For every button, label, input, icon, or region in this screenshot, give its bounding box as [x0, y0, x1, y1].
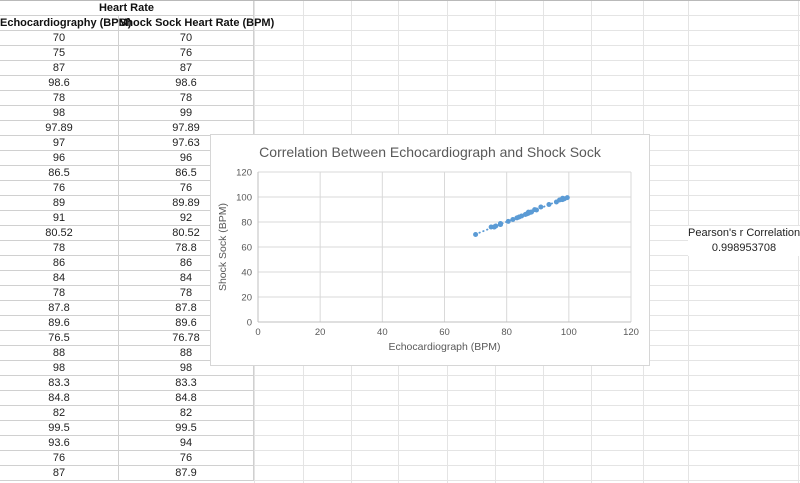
table-cell-echo-value[interactable]: 76	[0, 181, 119, 196]
table-cell-echo-value[interactable]: 76	[0, 451, 119, 466]
chart-x-axis-label: Echocardiograph (BPM)	[388, 341, 501, 353]
table-row: 76 76	[0, 181, 254, 196]
scatter-chart[interactable]: Correlation Between Echocardiograph and …	[210, 134, 650, 366]
table-row: 86 86	[0, 256, 254, 271]
table-row: 97 97.63	[0, 136, 254, 151]
table-cell-sock-value[interactable]: 98	[119, 361, 254, 376]
table-cell-echo-value[interactable]: 82	[0, 406, 119, 421]
table-cell-echo-value[interactable]: 96	[0, 151, 119, 166]
svg-text:120: 120	[623, 327, 639, 338]
table-cell-sock-value[interactable]: 78	[119, 91, 254, 106]
table-cell-echo-value[interactable]: 97.89	[0, 121, 119, 136]
table-row: Echocardiography (BPM) Shock Sock Heart R…	[0, 16, 275, 31]
table-row: 98 98	[0, 361, 254, 376]
table-cell-sock-value[interactable]: 84.8	[119, 391, 254, 406]
table-row: 99.5 99.5	[0, 421, 254, 436]
table-cell-echo-value[interactable]: 86.5	[0, 166, 119, 181]
table-cell-sock-value[interactable]: 97.89	[119, 121, 254, 136]
table-cell-echo-value[interactable]: 83.3	[0, 376, 119, 391]
table-cell-echo-value[interactable]: 98	[0, 361, 119, 376]
table-cell-sock-value[interactable]: 94	[119, 436, 254, 451]
table-cell-echo-value[interactable]: 78	[0, 241, 119, 256]
table-row: 78 78.8	[0, 241, 254, 256]
table-row: 75 76	[0, 46, 254, 61]
chart-title: Correlation Between Echocardiograph and …	[259, 144, 601, 160]
table-cell-echo-value[interactable]: 78	[0, 91, 119, 106]
table-cell-sock-value[interactable]: 87	[119, 61, 254, 76]
table-cell-echo-value[interactable]: 99.5	[0, 421, 119, 436]
table-cell-echo-value[interactable]: 84	[0, 271, 119, 286]
column-header-shock-sock[interactable]: Shock Sock Heart Rate (BPM)	[119, 16, 275, 31]
table-cell-sock-value[interactable]: 76	[119, 451, 254, 466]
svg-text:100: 100	[236, 193, 252, 204]
table-cell-echo-value[interactable]: 91	[0, 211, 119, 226]
table-cell-sock-value[interactable]: 76	[119, 46, 254, 61]
table-row: 82 82	[0, 406, 254, 421]
table-cell-echo-value[interactable]: 84.8	[0, 391, 119, 406]
svg-text:20: 20	[315, 327, 326, 338]
table-cell-sock-value[interactable]: 70	[119, 31, 254, 46]
table-cell-sock-value[interactable]: 98.6	[119, 76, 254, 91]
table-cell-echo-value[interactable]: 98.6	[0, 76, 119, 91]
table-cell-echo-value[interactable]: 87	[0, 466, 119, 481]
table-cell-sock-value[interactable]: 82	[119, 406, 254, 421]
table-row: 87 87.9	[0, 466, 254, 481]
table-row: 87.8 87.8	[0, 301, 254, 316]
table-cell-echo-value[interactable]: 78	[0, 286, 119, 301]
table-row: 98 99	[0, 106, 254, 121]
table-cell-echo-value[interactable]: 80.52	[0, 226, 119, 241]
svg-text:0: 0	[255, 327, 260, 338]
table-cell-sock-value[interactable]: 87.9	[119, 466, 254, 481]
table-row: 84.8 84.8	[0, 391, 254, 406]
table-title-cell[interactable]: Heart Rate	[0, 1, 254, 16]
table-cell-echo-value[interactable]: 89.6	[0, 316, 119, 331]
table-row: 70 70	[0, 31, 254, 46]
table-row: Heart Rate	[0, 1, 254, 16]
svg-text:40: 40	[241, 268, 252, 279]
table-cell-sock-value[interactable]: 83.3	[119, 376, 254, 391]
table-cell-echo-value[interactable]: 98	[0, 106, 119, 121]
table-row: 89.6 89.6	[0, 316, 254, 331]
table-cell-sock-value[interactable]: 99.5	[119, 421, 254, 436]
svg-text:80: 80	[241, 218, 252, 229]
chart-plot-area: 0 20 40 60 80 100 120 0 20 40 60 80 100 120	[236, 168, 639, 339]
table-cell-echo-value[interactable]: 88	[0, 346, 119, 361]
table-row: 93.6 94	[0, 436, 254, 451]
pearson-label-cell[interactable]: Pearson's r Correlation	[688, 226, 800, 241]
table-row: 88 88	[0, 346, 254, 361]
column-header-echocardiography[interactable]: Echocardiography (BPM)	[0, 16, 132, 31]
table-row: 76 76	[0, 451, 254, 466]
table-cell-echo-value[interactable]: 93.6	[0, 436, 119, 451]
chart-y-axis-label-text: Shock Sock (BPM)	[217, 202, 229, 292]
table-cell-echo-value[interactable]: 87.8	[0, 301, 119, 316]
svg-text:60: 60	[439, 327, 450, 338]
table-row: 83.3 83.3	[0, 376, 254, 391]
table-cell-echo-value[interactable]: 70	[0, 31, 119, 46]
svg-text:40: 40	[377, 327, 388, 338]
table-cell-sock-value[interactable]: 99	[119, 106, 254, 121]
svg-text:20: 20	[241, 293, 252, 304]
table-row: 98.6 98.6	[0, 76, 254, 91]
table-cell-echo-value[interactable]: 76.5	[0, 331, 119, 346]
pearson-value-cell[interactable]: 0.998953708	[688, 241, 800, 256]
table-cell-echo-value[interactable]: 87	[0, 61, 119, 76]
table-row: 97.89 97.89	[0, 121, 254, 136]
svg-text:0: 0	[247, 318, 252, 329]
svg-text:120: 120	[236, 168, 252, 179]
table-cell-echo-value[interactable]: 86	[0, 256, 119, 271]
table-row: 86.5 86.5	[0, 166, 254, 181]
svg-text:100: 100	[561, 327, 577, 338]
table-cell-echo-value[interactable]: 97	[0, 136, 119, 151]
table-row: 89 89.89	[0, 196, 254, 211]
table-cell-echo-value[interactable]: 89	[0, 196, 119, 211]
table-row: 78 78	[0, 91, 254, 106]
table-cell-echo-value[interactable]: 75	[0, 46, 119, 61]
table-row: 87 87	[0, 61, 254, 76]
svg-text:80: 80	[501, 327, 512, 338]
svg-text:60: 60	[241, 243, 252, 254]
